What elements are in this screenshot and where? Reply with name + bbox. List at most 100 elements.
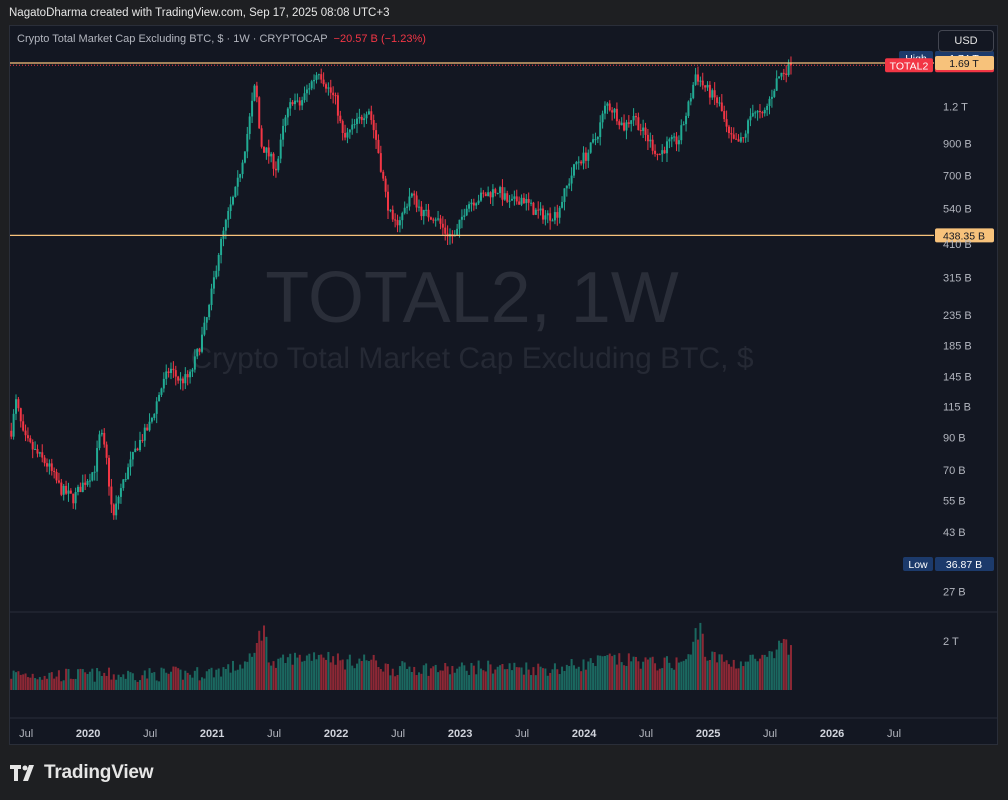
level-badge bbox=[935, 55, 994, 70]
volume-bar bbox=[251, 656, 254, 690]
volume-bar bbox=[134, 680, 137, 690]
volume-bar bbox=[680, 661, 683, 690]
candle-body bbox=[763, 109, 766, 114]
candle-body bbox=[730, 133, 733, 135]
candle-body bbox=[766, 105, 769, 110]
volume-bar bbox=[174, 666, 177, 690]
candle-body bbox=[716, 97, 719, 103]
candle-body bbox=[17, 399, 20, 409]
candle-body bbox=[270, 153, 273, 157]
volume-bar bbox=[136, 681, 139, 690]
volume-bar bbox=[293, 652, 296, 690]
volume-bar bbox=[241, 668, 244, 690]
volume-bar bbox=[272, 661, 275, 690]
volume-bar bbox=[403, 662, 406, 690]
volume-bar bbox=[62, 680, 65, 690]
volume-bar bbox=[377, 667, 380, 690]
candle-body bbox=[458, 219, 461, 229]
candle-body bbox=[687, 101, 690, 116]
candle-body bbox=[768, 98, 771, 106]
volume-bar bbox=[315, 659, 318, 690]
candle-body bbox=[74, 491, 77, 504]
candle-body bbox=[308, 88, 311, 90]
candle-body bbox=[341, 121, 344, 134]
candle-body bbox=[246, 133, 249, 152]
currency-button[interactable]: USD bbox=[938, 30, 994, 52]
volume-bar bbox=[29, 677, 32, 690]
volume-bar bbox=[513, 662, 516, 690]
candle-body bbox=[410, 193, 413, 197]
volume-bar bbox=[224, 668, 227, 690]
volume-bar bbox=[367, 661, 370, 690]
candle-body bbox=[685, 115, 688, 125]
candle-body bbox=[713, 90, 716, 98]
candle-body bbox=[594, 139, 597, 141]
volume-bar bbox=[422, 665, 425, 690]
candle-body bbox=[363, 118, 366, 121]
candle-body bbox=[320, 74, 323, 80]
volume-bar bbox=[751, 654, 754, 690]
candle-body bbox=[587, 152, 590, 161]
candle-body bbox=[62, 485, 65, 495]
volume-bar bbox=[360, 661, 363, 690]
volume-bar bbox=[620, 662, 623, 690]
volume-bar bbox=[267, 662, 270, 690]
candle-body bbox=[317, 74, 320, 76]
candle-body bbox=[286, 108, 289, 118]
candle-body bbox=[143, 427, 146, 441]
candle-body bbox=[117, 496, 120, 504]
candle-body bbox=[580, 161, 583, 164]
candle-body bbox=[599, 122, 602, 137]
symbol-legend[interactable]: Crypto Total Market Cap Excluding BTC, $… bbox=[17, 33, 426, 45]
candle-body bbox=[429, 217, 432, 220]
candle-body bbox=[494, 189, 497, 194]
candle-body bbox=[98, 434, 101, 449]
volume-bar bbox=[215, 669, 218, 690]
volume-bar bbox=[26, 677, 29, 690]
volume-bar bbox=[382, 671, 385, 690]
candle-body bbox=[201, 334, 204, 352]
candle-body bbox=[742, 137, 745, 139]
candle-body bbox=[165, 371, 168, 379]
volume-bar bbox=[501, 664, 504, 690]
volume-bar bbox=[766, 656, 769, 690]
candle-body bbox=[251, 100, 254, 117]
candle-body bbox=[527, 198, 530, 203]
candle-body bbox=[365, 114, 368, 119]
price-axis-label: 235 B bbox=[943, 310, 972, 322]
candle-body bbox=[575, 162, 578, 165]
candle-body bbox=[775, 78, 778, 91]
volume-bar bbox=[584, 669, 587, 690]
candle-body bbox=[441, 223, 444, 228]
volume-bar bbox=[69, 678, 72, 690]
volume-bar bbox=[153, 672, 156, 690]
time-axis-label: 2021 bbox=[200, 728, 224, 740]
volume-bar bbox=[208, 669, 211, 690]
candle-body bbox=[141, 439, 144, 441]
tradingview-logo[interactable]: TradingView bbox=[10, 762, 154, 784]
volume-bar bbox=[742, 666, 745, 690]
candle-body bbox=[262, 146, 265, 153]
volume-bar bbox=[446, 666, 449, 690]
volume-bar bbox=[592, 662, 595, 690]
volume-bar bbox=[646, 659, 649, 690]
volume-bar bbox=[479, 668, 482, 690]
volume-bar bbox=[79, 668, 82, 690]
volume-bar bbox=[394, 676, 397, 690]
candle-body bbox=[210, 288, 213, 305]
volume-bar bbox=[623, 665, 626, 690]
volume-bar bbox=[615, 664, 618, 690]
candle-body bbox=[425, 209, 428, 211]
volume-bar bbox=[515, 667, 518, 690]
time-axis-label: Jul bbox=[19, 728, 33, 740]
candle-body bbox=[534, 209, 537, 215]
volume-bar bbox=[248, 653, 251, 690]
candle-body bbox=[623, 122, 626, 131]
volume-bar bbox=[546, 675, 549, 690]
volume-bar bbox=[510, 670, 513, 690]
volume-bar bbox=[475, 674, 478, 690]
chart-frame[interactable] bbox=[9, 25, 998, 745]
candle-body bbox=[444, 227, 447, 234]
candle-body bbox=[315, 75, 318, 80]
